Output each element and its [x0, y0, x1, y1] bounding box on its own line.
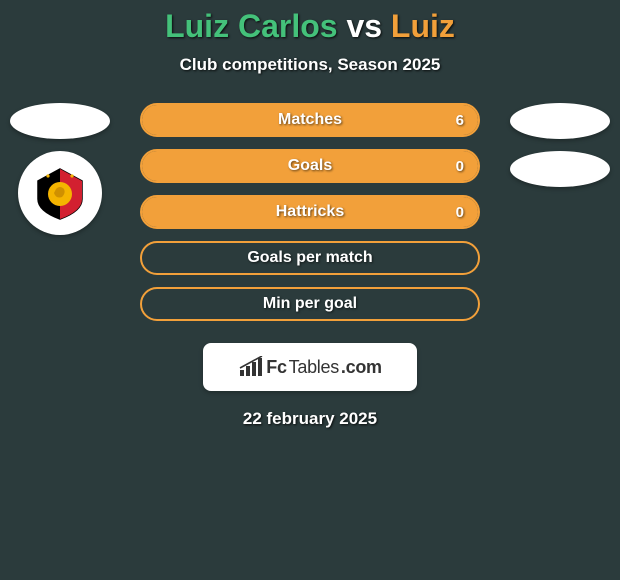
right-avatars — [510, 103, 610, 187]
subtitle: Club competitions, Season 2025 — [0, 55, 620, 75]
title-player2: Luiz — [391, 8, 455, 44]
left-avatars — [10, 103, 110, 235]
stat-row-hattricks: Hattricks 0 — [140, 195, 480, 229]
page-title: Luiz Carlos vs Luiz — [0, 0, 620, 45]
stat-rows: Matches 6 Goals 0 Hattricks 0 Goals per … — [140, 103, 480, 321]
stat-row-min-per-goal: Min per goal — [140, 287, 480, 321]
date-line: 22 february 2025 — [0, 409, 620, 429]
comparison-area: Matches 6 Goals 0 Hattricks 0 Goals per … — [0, 103, 620, 321]
stat-row-goals: Goals 0 — [140, 149, 480, 183]
title-vs: vs — [338, 8, 391, 44]
stat-row-matches: Matches 6 — [140, 103, 480, 137]
stat-right-value: 0 — [456, 204, 464, 221]
player2-team-avatar — [510, 151, 610, 187]
logo-fc: Fc — [266, 357, 286, 378]
player2-avatar — [510, 103, 610, 139]
stat-label: Goals per match — [247, 249, 372, 267]
fctables-logo: FcTables.com — [203, 343, 417, 391]
chart-container: Luiz Carlos vs Luiz Club competitions, S… — [0, 0, 620, 580]
stat-label: Matches — [278, 111, 342, 129]
logo-tables: Tables — [289, 357, 339, 378]
stat-row-goals-per-match: Goals per match — [140, 241, 480, 275]
title-player1: Luiz Carlos — [165, 8, 337, 44]
stat-right-value: 0 — [456, 158, 464, 175]
player1-team-crest — [18, 151, 102, 235]
shield-icon — [32, 165, 88, 221]
logo-com: .com — [341, 357, 382, 378]
stat-label: Goals — [288, 157, 332, 175]
stat-right-value: 6 — [456, 112, 464, 129]
bar-chart-icon — [238, 356, 264, 378]
stat-label: Hattricks — [276, 203, 344, 221]
stat-label: Min per goal — [263, 295, 357, 313]
player1-avatar — [10, 103, 110, 139]
